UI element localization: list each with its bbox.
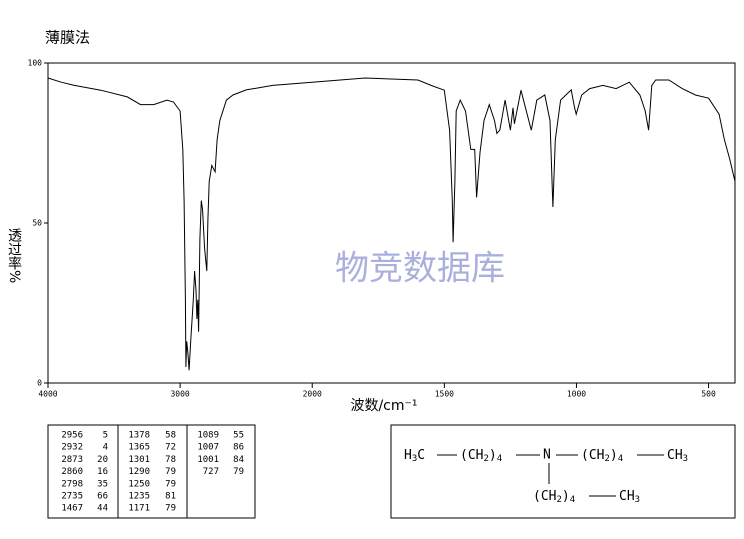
transmittance: 84 <box>233 455 244 465</box>
wavenumber: 727 <box>203 467 219 477</box>
structure: H3C (CH2)4 N (CH2)4 CH3 (CH2)4 CH3 <box>404 448 688 505</box>
transmittance: 79 <box>165 479 176 489</box>
spectrum-line <box>47 77 736 371</box>
transmittance: 81 <box>165 492 176 502</box>
transmittance: 44 <box>97 504 108 514</box>
y-tick-label: 50 <box>32 219 42 228</box>
transmittance: 72 <box>165 443 176 453</box>
formula: CH3 <box>619 489 640 505</box>
table-frame <box>47 424 256 519</box>
wavenumber: 1290 <box>128 467 150 477</box>
wavenumber: 1089 <box>197 431 219 441</box>
wavenumber: 2860 <box>61 467 83 477</box>
formula: H3C <box>404 448 425 464</box>
wavenumber: 2956 <box>61 431 83 441</box>
formula: (CH2)4 <box>581 448 623 464</box>
transmittance: 35 <box>97 479 108 489</box>
wavenumber: 1467 <box>61 504 83 514</box>
transmittance: 5 <box>103 431 108 441</box>
transmittance: 58 <box>165 431 176 441</box>
watermark: 物竞数据库 <box>335 249 505 289</box>
wavenumber: 2932 <box>61 443 83 453</box>
transmittance: 55 <box>233 431 244 441</box>
x-tick-label: 3000 <box>170 390 189 399</box>
transmittance: 78 <box>165 455 176 465</box>
x-tick-label: 1500 <box>435 390 454 399</box>
y-axis-label: 透过率% <box>6 228 22 283</box>
transmittance: 79 <box>165 467 176 477</box>
wavenumber: 1001 <box>197 455 219 465</box>
y-tick-label: 0 <box>37 379 42 388</box>
x-tick-label: 1000 <box>567 390 586 399</box>
x-tick-label: 2000 <box>303 390 322 399</box>
wavenumber: 2735 <box>61 492 83 502</box>
structure-frame <box>390 424 736 519</box>
formula: (CH2)4 <box>533 489 575 505</box>
wavenumber: 1171 <box>128 504 150 514</box>
plot-frame <box>47 62 736 384</box>
x-tick-label: 500 <box>701 390 716 399</box>
x-tick-label: 4000 <box>38 390 57 399</box>
transmittance: 86 <box>233 443 244 453</box>
transmittance: 66 <box>97 492 108 502</box>
wavenumber: 2873 <box>61 455 83 465</box>
wavenumber: 2798 <box>61 479 83 489</box>
wavenumber: 1235 <box>128 492 150 502</box>
transmittance: 16 <box>97 467 108 477</box>
transmittance: 79 <box>233 467 244 477</box>
y-tick-label: 100 <box>28 59 43 68</box>
formula: N <box>543 448 551 463</box>
wavenumber: 1301 <box>128 455 150 465</box>
transmittance: 4 <box>103 443 108 453</box>
wavenumber: 1365 <box>128 443 150 453</box>
x-axis-label: 波数/cm⁻¹ <box>350 398 417 414</box>
chart-title: 薄膜法 <box>45 29 90 47</box>
transmittance: 79 <box>165 504 176 514</box>
wavenumber: 1250 <box>128 479 150 489</box>
wavenumber: 1378 <box>128 431 150 441</box>
formula: (CH2)4 <box>460 448 502 464</box>
transmittance: 20 <box>97 455 108 465</box>
formula: CH3 <box>667 448 688 464</box>
wavenumber: 1007 <box>197 443 219 453</box>
